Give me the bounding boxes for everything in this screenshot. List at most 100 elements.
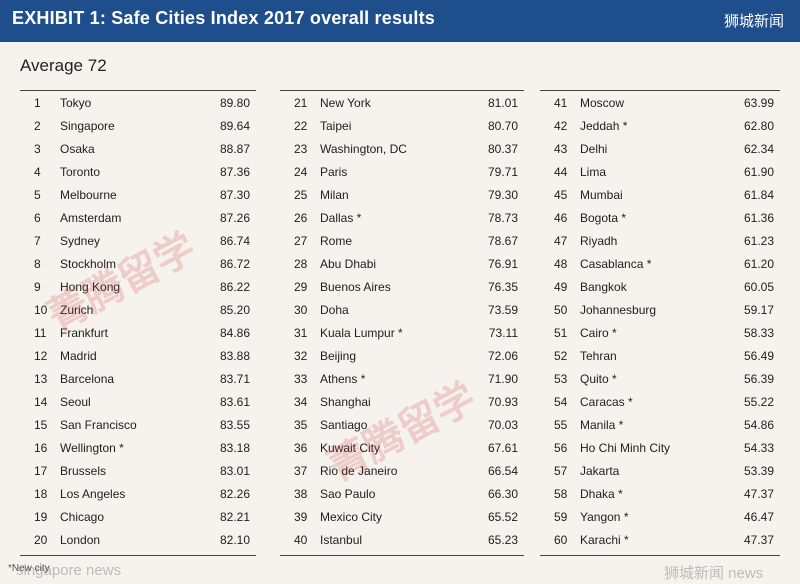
rank-number: 46 bbox=[554, 210, 568, 225]
ranking-column-1: 1 Tokyo 89.80 2 Singapore 89.64 3 Osaka 88.87 4 To… bbox=[20, 90, 256, 556]
ranking-column-3: 41 Moscow 63.99 42 Jeddah * 62.80 43 Delhi 62.34… bbox=[540, 90, 780, 556]
ranking-row: 13 Barcelona 83.71 bbox=[20, 367, 256, 390]
ranking-row: 7 Sydney 86.74 bbox=[20, 229, 256, 252]
city-name: Rome bbox=[320, 233, 353, 248]
ranking-row: 8 Stockholm 86.72 bbox=[20, 252, 256, 275]
score-value: 86.74 bbox=[219, 233, 250, 248]
city-name: Caracas * bbox=[580, 394, 633, 409]
city-name: Tehran bbox=[580, 348, 617, 363]
score-value: 83.55 bbox=[219, 417, 250, 432]
rank-number: 5 bbox=[34, 187, 41, 202]
ranking-row: 41 Moscow 63.99 bbox=[540, 91, 780, 114]
score-value: 88.87 bbox=[219, 141, 250, 156]
city-name: Bangkok bbox=[580, 279, 627, 294]
footer-watermark-left: singapore news bbox=[16, 562, 122, 579]
city-name: Zurich bbox=[60, 302, 94, 317]
score-value: 89.80 bbox=[219, 95, 250, 110]
ranking-row: 1 Tokyo 89.80 bbox=[20, 91, 256, 114]
ranking-row: 30 Doha 73.59 bbox=[280, 298, 524, 321]
rank-number: 3 bbox=[34, 141, 41, 156]
score-value: 87.26 bbox=[219, 210, 250, 225]
ranking-row: 45 Mumbai 61.84 bbox=[540, 183, 780, 206]
rank-number: 49 bbox=[554, 279, 568, 294]
rank-number: 43 bbox=[554, 141, 568, 156]
average-label: Average 72 bbox=[20, 56, 107, 75]
score-value: 66.54 bbox=[487, 463, 518, 478]
header-bar: EXHIBIT 1: Safe Cities Index 2017 overal… bbox=[0, 0, 800, 42]
city-name: Manila * bbox=[580, 417, 624, 432]
rank-number: 18 bbox=[34, 486, 48, 501]
score-value: 78.67 bbox=[487, 233, 518, 248]
rank-number: 47 bbox=[554, 233, 568, 248]
score-value: 55.22 bbox=[743, 394, 774, 409]
rank-number: 52 bbox=[554, 348, 568, 363]
rank-number: 54 bbox=[554, 394, 568, 409]
ranking-row: 48 Casablanca * 61.20 bbox=[540, 252, 780, 275]
score-value: 54.33 bbox=[743, 440, 774, 455]
city-name: Yangon * bbox=[580, 509, 629, 524]
ranking-row: 3 Osaka 88.87 bbox=[20, 137, 256, 160]
rank-number: 41 bbox=[554, 95, 568, 110]
rank-number: 24 bbox=[294, 164, 308, 179]
score-value: 80.70 bbox=[487, 118, 518, 133]
rank-number: 7 bbox=[34, 233, 41, 248]
rank-number: 40 bbox=[294, 532, 308, 547]
ranking-row: 44 Lima 61.90 bbox=[540, 160, 780, 183]
city-name: San Francisco bbox=[60, 417, 137, 432]
rank-number: 39 bbox=[294, 509, 308, 524]
city-name: Istanbul bbox=[320, 532, 363, 547]
score-value: 76.91 bbox=[487, 256, 518, 271]
score-value: 54.86 bbox=[743, 417, 774, 432]
rank-number: 58 bbox=[554, 486, 568, 501]
city-name: Seoul bbox=[60, 394, 91, 409]
score-value: 86.22 bbox=[219, 279, 250, 294]
ranking-row: 5 Melbourne 87.30 bbox=[20, 183, 256, 206]
score-value: 79.71 bbox=[487, 164, 518, 179]
score-value: 83.88 bbox=[219, 348, 250, 363]
city-name: Karachi * bbox=[580, 532, 629, 547]
score-value: 47.37 bbox=[743, 532, 774, 547]
city-name: Mumbai bbox=[580, 187, 623, 202]
score-value: 58.33 bbox=[743, 325, 774, 340]
ranking-row: 31 Kuala Lumpur * 73.11 bbox=[280, 321, 524, 344]
rank-number: 16 bbox=[34, 440, 48, 455]
score-value: 72.06 bbox=[487, 348, 518, 363]
exhibit-title: EXHIBIT 1: Safe Cities Index 2017 overal… bbox=[12, 8, 435, 28]
ranking-row: 32 Beijing 72.06 bbox=[280, 344, 524, 367]
rank-number: 45 bbox=[554, 187, 568, 202]
rank-number: 42 bbox=[554, 118, 568, 133]
ranking-row: 4 Toronto 87.36 bbox=[20, 160, 256, 183]
rank-number: 51 bbox=[554, 325, 568, 340]
rank-number: 12 bbox=[34, 348, 48, 363]
score-value: 73.59 bbox=[487, 302, 518, 317]
city-name: Jakarta bbox=[580, 463, 620, 478]
score-value: 65.23 bbox=[487, 532, 518, 547]
city-name: Wellington * bbox=[60, 440, 124, 455]
score-value: 59.17 bbox=[743, 302, 774, 317]
ranking-row: 29 Buenos Aires 76.35 bbox=[280, 275, 524, 298]
city-name: Madrid bbox=[60, 348, 97, 363]
city-name: Taipei bbox=[320, 118, 352, 133]
city-name: Abu Dhabi bbox=[320, 256, 377, 271]
ranking-row: 14 Seoul 83.61 bbox=[20, 390, 256, 413]
ranking-row: 42 Jeddah * 62.80 bbox=[540, 114, 780, 137]
ranking-row: 22 Taipei 80.70 bbox=[280, 114, 524, 137]
ranking-row: 60 Karachi * 47.37 bbox=[540, 528, 780, 551]
score-value: 83.18 bbox=[219, 440, 250, 455]
city-name: Riyadh bbox=[580, 233, 618, 248]
score-value: 63.99 bbox=[743, 95, 774, 110]
city-name: Bogota * bbox=[580, 210, 627, 225]
rank-number: 56 bbox=[554, 440, 568, 455]
city-name: Lima bbox=[580, 164, 607, 179]
score-value: 70.03 bbox=[487, 417, 518, 432]
rank-number: 36 bbox=[294, 440, 308, 455]
rank-number: 8 bbox=[34, 256, 41, 271]
ranking-row: 34 Shanghai 70.93 bbox=[280, 390, 524, 413]
brand-label: 狮城新闻 bbox=[723, 13, 784, 30]
city-name: Buenos Aires bbox=[320, 279, 391, 294]
footnote: *New city bbox=[8, 563, 50, 574]
score-value: 87.36 bbox=[219, 164, 250, 179]
city-name: Chicago bbox=[60, 509, 105, 524]
ranking-row: 43 Delhi 62.34 bbox=[540, 137, 780, 160]
score-value: 83.61 bbox=[219, 394, 250, 409]
